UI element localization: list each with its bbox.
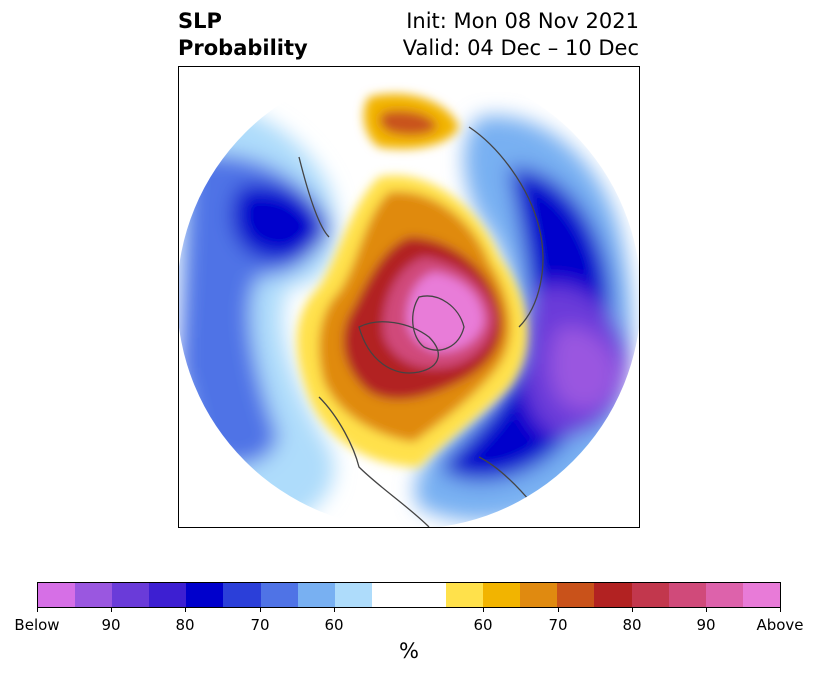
tick-mark [260, 607, 261, 612]
tick-label-below: Below [14, 616, 60, 634]
above-region-siberia-core [379, 110, 437, 136]
tick-mark [632, 607, 633, 612]
colorbar-segment [334, 583, 372, 607]
title-subtitle: Probability [178, 36, 308, 60]
colorbar-segment [742, 583, 780, 607]
tick-mark [558, 607, 559, 612]
colorbar-segment [260, 583, 298, 607]
tick-mark [706, 607, 707, 612]
tick-mark [185, 607, 186, 612]
tick-label-above-80: 80 [622, 616, 642, 634]
colorbar-segment [483, 583, 521, 607]
tick-mark [37, 607, 38, 612]
tick-mark [483, 607, 484, 612]
colorbar-segment [75, 583, 113, 607]
map-dates: Init: Mon 08 Nov 2021 Valid: 04 Dec – 10… [403, 8, 639, 62]
colorbar-segment [149, 583, 187, 607]
tick-label-above: Above [756, 616, 804, 634]
colorbar-segment [446, 583, 484, 607]
colorbar-segment [705, 583, 743, 607]
colorbar-segment [631, 583, 669, 607]
tick-mark [111, 607, 112, 612]
below-region-pacific-core [231, 184, 329, 261]
coastlines [298, 126, 544, 527]
title-variable: SLP [178, 9, 222, 33]
init-date: Init: Mon 08 Nov 2021 [406, 9, 639, 33]
colorbar-segment [668, 583, 706, 607]
colorbar [37, 582, 781, 608]
map-title: SLP Probability [178, 8, 308, 62]
below-region-atlantic-core [550, 326, 619, 411]
colorbar-units: % [399, 639, 419, 663]
tick-label-below-80: 80 [175, 616, 195, 634]
colorbar-segment [223, 583, 261, 607]
colorbar-segment-neutral [371, 583, 447, 607]
colorbar-segment [38, 583, 76, 607]
tick-label-below-90: 90 [101, 616, 121, 634]
tick-label-below-70: 70 [250, 616, 270, 634]
colorbar-segment [520, 583, 558, 607]
polar-map [178, 66, 640, 528]
probability-map-svg [179, 67, 639, 527]
tick-mark [780, 607, 781, 612]
valid-date: Valid: 04 Dec – 10 Dec [402, 36, 639, 60]
tick-label-below-60: 60 [324, 616, 344, 634]
tick-mark [334, 607, 335, 612]
colorbar-segment [112, 583, 150, 607]
tick-label-above-90: 90 [696, 616, 716, 634]
colorbar-segment [594, 583, 632, 607]
tick-label-above-60: 60 [473, 616, 493, 634]
tick-label-above-70: 70 [548, 616, 568, 634]
colorbar-segment [557, 583, 595, 607]
colorbar-segment [186, 583, 224, 607]
above-region-arctic-core [406, 272, 484, 352]
colorbar-segment [297, 583, 335, 607]
